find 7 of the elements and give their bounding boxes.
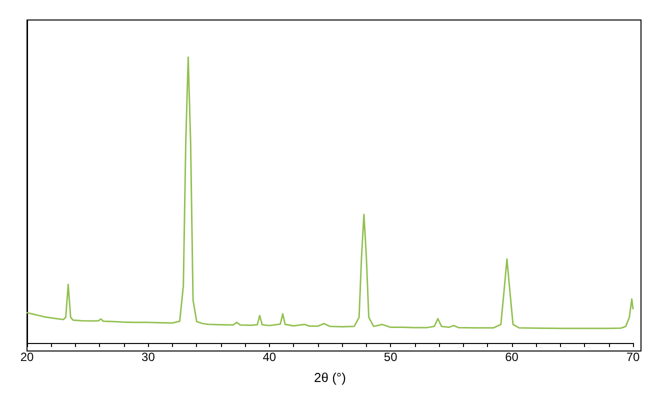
x-tick-label: 30 (142, 350, 156, 364)
x-tick-label: 50 (384, 350, 398, 364)
x-tick-label: 40 (262, 350, 276, 364)
x-tick-label: 70 (626, 350, 640, 364)
x-tick-label: 20 (20, 350, 34, 364)
x-tick-label: 60 (505, 350, 519, 364)
x-axis-title: 2θ (°) (314, 370, 346, 385)
